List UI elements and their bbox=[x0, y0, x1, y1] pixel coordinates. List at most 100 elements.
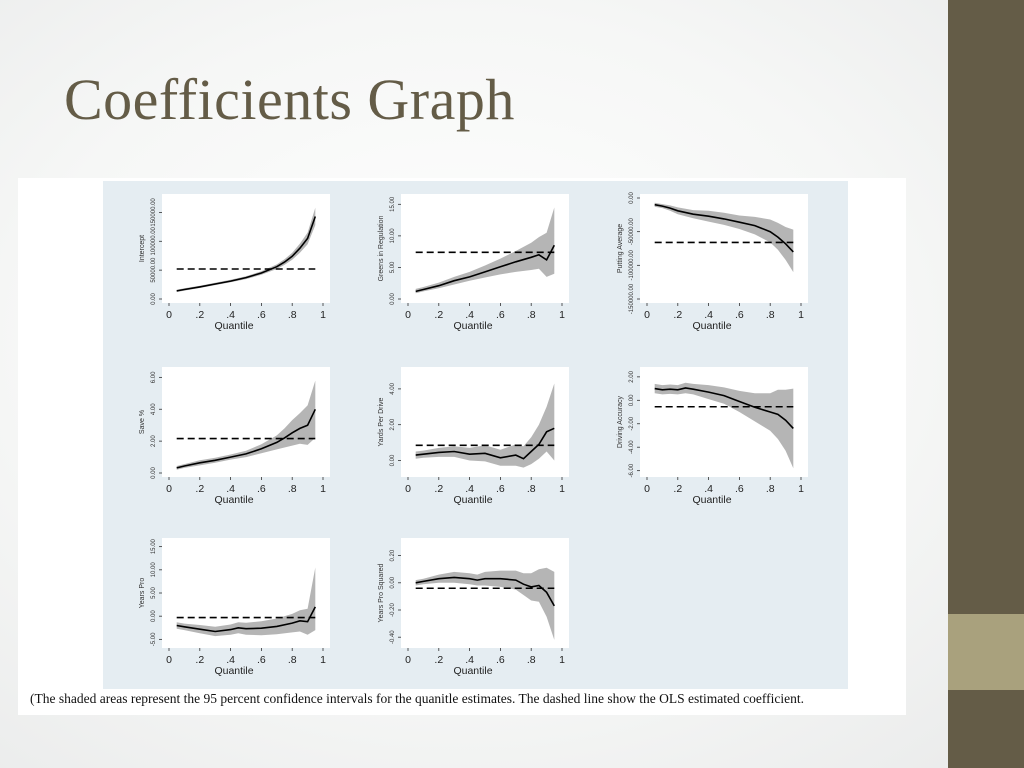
slide-title: Coefficients Graph bbox=[64, 67, 515, 132]
x-tick-label: .6 bbox=[257, 654, 266, 666]
y-axis-label: Putting Average bbox=[617, 224, 624, 273]
y-tick-label: 0.00 bbox=[151, 610, 157, 622]
y-axis-label: Save % bbox=[139, 410, 146, 434]
y-tick-label: 0.20 bbox=[390, 549, 396, 561]
x-axis-label: Quantile bbox=[453, 494, 492, 506]
y-axis-label: Intercept bbox=[139, 235, 146, 262]
x-tick-label: .2 bbox=[434, 483, 443, 495]
y-tick-label: 10.00 bbox=[390, 228, 396, 244]
coefficient-plot: 0 .2 .4 .6 .8 1 Quantile 0.00 5.00 10.00 15.00 Gree… bbox=[378, 194, 569, 332]
y-tick-label: 100000.00 bbox=[151, 226, 157, 255]
x-tick-label: .4 bbox=[704, 483, 713, 495]
y-tick-label: 5.00 bbox=[151, 587, 157, 599]
x-tick-label: .8 bbox=[527, 483, 536, 495]
x-tick-label: .4 bbox=[465, 483, 474, 495]
x-tick-label: 0 bbox=[166, 654, 172, 666]
x-axis-label: Quantile bbox=[453, 665, 492, 677]
confidence-band bbox=[654, 382, 794, 469]
coefficient-plot: 0 .2 .4 .6 .8 1 Quantile -0.40 -0.20 0.00 0.20 Year… bbox=[378, 538, 569, 677]
x-tick-label: .2 bbox=[434, 654, 443, 666]
coefficient-plot: 0 .2 .4 .6 .8 1 Quantile 0.00 2.00 4.00 Yards Per … bbox=[378, 367, 569, 506]
confidence-band bbox=[176, 567, 316, 637]
x-tick-label: .2 bbox=[195, 483, 204, 495]
x-tick-label: .2 bbox=[434, 309, 443, 321]
y-tick-label: -0.40 bbox=[390, 630, 396, 644]
y-axis-label: Yards Per Drive bbox=[378, 397, 385, 446]
coefficient-charts: 0.2.4.6.8 1Quantile0.0050000.00100000.001… bbox=[139, 192, 808, 677]
x-tick-label: 1 bbox=[559, 483, 565, 495]
quantile-line bbox=[176, 606, 317, 633]
y-tick-label: -0.20 bbox=[390, 603, 396, 617]
x-tick-label: 1 bbox=[798, 309, 804, 321]
figure-panel: 0.2.4.6.8 1 Quantile 0.00 50000.00 100000.00 1… bbox=[18, 178, 906, 715]
quantile-line bbox=[415, 244, 556, 293]
y-tick-label: 15.00 bbox=[390, 196, 396, 212]
y-tick-label: -100000.00 bbox=[629, 249, 635, 280]
x-axis-label: Quantile bbox=[214, 494, 253, 506]
x-tick-label: 1 bbox=[320, 309, 326, 321]
y-tick-label: -5.00 bbox=[151, 632, 157, 646]
x-tick-label: .8 bbox=[766, 483, 775, 495]
sidebar-accent-block bbox=[948, 614, 1024, 690]
confidence-band bbox=[176, 380, 316, 470]
x-tick-label: 0 bbox=[405, 309, 411, 321]
x-tick-label: .6 bbox=[735, 483, 744, 495]
y-axis-label: Driving Accuracy bbox=[617, 395, 624, 448]
y-tick-label: 4.00 bbox=[151, 403, 157, 415]
y-axis-label: Years Pro Squared bbox=[378, 563, 385, 622]
y-tick-label: 0.00 bbox=[629, 192, 635, 204]
y-tick-label: 4.00 bbox=[390, 382, 396, 394]
y-tick-label: 2.00 bbox=[629, 370, 635, 382]
y-tick-label: 2.00 bbox=[151, 435, 157, 447]
y-tick-label: 0.00 bbox=[390, 293, 396, 305]
x-tick-label: .6 bbox=[496, 654, 505, 666]
x-tick-label: .8 bbox=[527, 654, 536, 666]
x-axis-label: Quantile bbox=[453, 320, 492, 332]
x-tick-label: .6 bbox=[735, 309, 744, 321]
x-tick-label: .8 bbox=[288, 483, 297, 495]
coefficient-plot: 0 .2 .4 .6 .8 1 Quantile 0.00 2.00 4.00 6.00 Save % bbox=[139, 367, 330, 506]
y-tick-label: -50000.00 bbox=[629, 217, 635, 245]
y-tick-label: 15.00 bbox=[151, 538, 157, 554]
x-tick-label: 1 bbox=[798, 483, 804, 495]
x-tick-label: 0 bbox=[644, 309, 650, 321]
x-tick-label: .4 bbox=[226, 309, 235, 321]
x-tick-label: 1 bbox=[320, 654, 326, 666]
quantile-line bbox=[176, 216, 317, 292]
quantile-line bbox=[176, 408, 317, 469]
x-tick-label: .2 bbox=[195, 309, 204, 321]
quantile-line bbox=[415, 576, 555, 607]
x-tick-label: 0 bbox=[644, 483, 650, 495]
coefficient-plot: 0 .2 .4 .6 .8 1 Quantile -5.00 0.00 5.00 10.00 15.0… bbox=[139, 538, 330, 677]
y-tick-label: 0.00 bbox=[151, 293, 157, 305]
y-tick-label: -6.00 bbox=[629, 463, 635, 477]
x-tick-label: .4 bbox=[465, 309, 474, 321]
y-tick-label: 0.00 bbox=[629, 394, 635, 406]
y-tick-label: 150000.00 bbox=[151, 198, 157, 227]
coefficient-plot: 0 .2 .4 .6 .8 1 Quantile -150000.00 -100000.00 -5… bbox=[617, 192, 808, 332]
y-tick-label: 0.00 bbox=[151, 467, 157, 479]
x-axis-label: Quantile bbox=[214, 320, 253, 332]
x-tick-label: 0 bbox=[405, 654, 411, 666]
y-tick-label: 2.00 bbox=[390, 418, 396, 430]
coefficient-plot: 0 .2 .4 .6 .8 1 Quantile 0.00 50000.00 100000.001… bbox=[139, 194, 330, 332]
x-tick-label: 0 bbox=[166, 483, 172, 495]
x-tick-label: .6 bbox=[257, 309, 266, 321]
x-tick-label: .2 bbox=[673, 309, 682, 321]
x-tick-label: .8 bbox=[288, 654, 297, 666]
x-tick-label: .6 bbox=[257, 483, 266, 495]
x-tick-label: .8 bbox=[288, 309, 297, 321]
x-axis-label: Quantile bbox=[214, 665, 253, 677]
x-tick-label: .2 bbox=[673, 483, 682, 495]
quantile-line bbox=[654, 203, 794, 253]
x-axis-label: Quantile bbox=[692, 320, 731, 332]
confidence-band bbox=[415, 383, 555, 468]
y-tick-label: -150000.00 bbox=[629, 283, 635, 314]
x-tick-label: .8 bbox=[766, 309, 775, 321]
x-tick-label: .6 bbox=[496, 309, 505, 321]
confidence-band bbox=[415, 567, 555, 640]
x-tick-label: .6 bbox=[496, 483, 505, 495]
x-tick-label: .2 bbox=[195, 654, 204, 666]
y-tick-label: -4.00 bbox=[629, 440, 635, 454]
y-tick-label: -2.00 bbox=[629, 416, 635, 430]
